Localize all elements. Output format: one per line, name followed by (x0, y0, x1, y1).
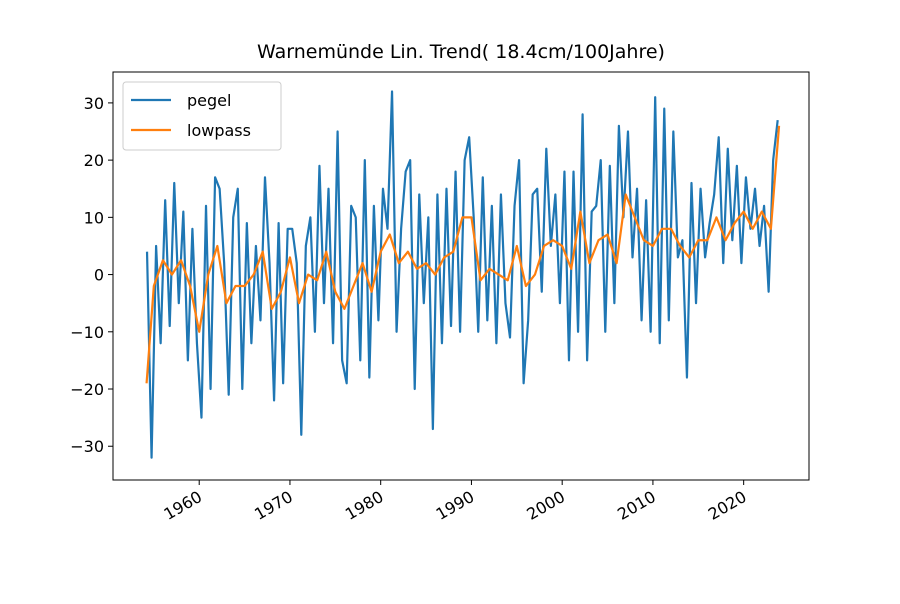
plot-frame (112, 71, 810, 481)
y-tick-label: −20 (70, 380, 104, 399)
y-tick-label: −10 (70, 323, 104, 342)
y-tick-label: 30 (84, 94, 104, 113)
legend-label: lowpass (187, 121, 251, 140)
series-line (145, 125, 781, 384)
y-tick-label: 0 (94, 266, 104, 285)
y-tick-label: 10 (84, 208, 104, 227)
legend-label: pegel (187, 91, 231, 110)
y-tick-label: 20 (84, 151, 104, 170)
y-tick-label: −30 (70, 437, 104, 456)
legend: pegel lowpass (122, 81, 282, 151)
series-line (145, 90, 779, 459)
chart-title: Warnemünde Lin. Trend( 18.4cm/100Jahre) (257, 41, 665, 63)
